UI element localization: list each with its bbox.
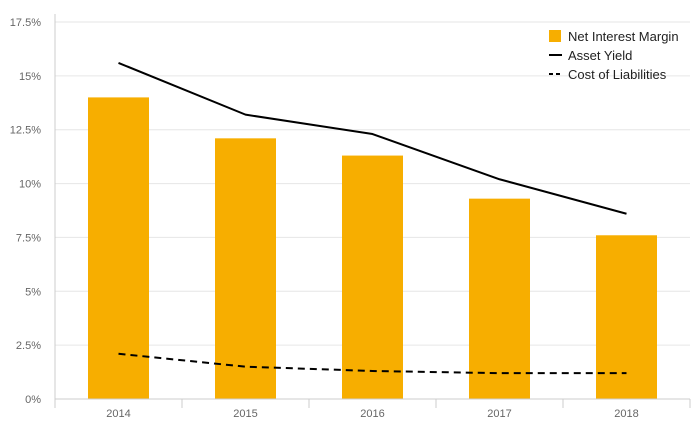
y-tick-label: 2.5% <box>16 340 41 352</box>
y-axis: 0% 2.5% 5% 7.5% 10% 12.5% 15% 17.5% <box>10 14 56 406</box>
x-tick-label: 2014 <box>106 408 130 420</box>
y-tick-label: 5% <box>25 286 41 298</box>
x-axis: 2014 2015 2016 2017 2018 <box>54 398 691 420</box>
legend-item: Cost of Liabilities <box>549 67 667 82</box>
x-tick-label: 2016 <box>360 408 384 420</box>
legend: Net Interest Margin Asset Yield Cost of Li… <box>549 29 679 82</box>
y-tick-label: 15% <box>19 71 41 83</box>
y-tick-label: 0% <box>25 394 41 406</box>
y-tick-label: 10% <box>19 179 41 191</box>
bar <box>469 198 530 399</box>
bar <box>596 235 657 399</box>
legend-label: Net Interest Margin <box>568 29 679 44</box>
x-tick-label: 2018 <box>614 408 638 420</box>
y-tick-label: 12.5% <box>10 125 41 137</box>
y-tick-label: 17.5% <box>10 17 41 29</box>
cost-of-liabilities-line <box>118 352 627 375</box>
line-series <box>118 62 627 375</box>
legend-swatch <box>549 30 561 42</box>
legend-item: Net Interest Margin <box>549 29 679 44</box>
asset-yield-line <box>118 62 627 215</box>
legend-item: Asset Yield <box>549 48 632 63</box>
bar-series <box>88 97 657 400</box>
bar <box>215 138 276 399</box>
x-tick-label: 2017 <box>487 408 511 420</box>
bar <box>342 155 403 399</box>
y-tick-label: 7.5% <box>16 232 41 244</box>
legend-label: Cost of Liabilities <box>568 67 667 82</box>
legend-label: Asset Yield <box>568 48 632 63</box>
x-tick-label: 2015 <box>233 408 257 420</box>
bar <box>88 97 149 400</box>
